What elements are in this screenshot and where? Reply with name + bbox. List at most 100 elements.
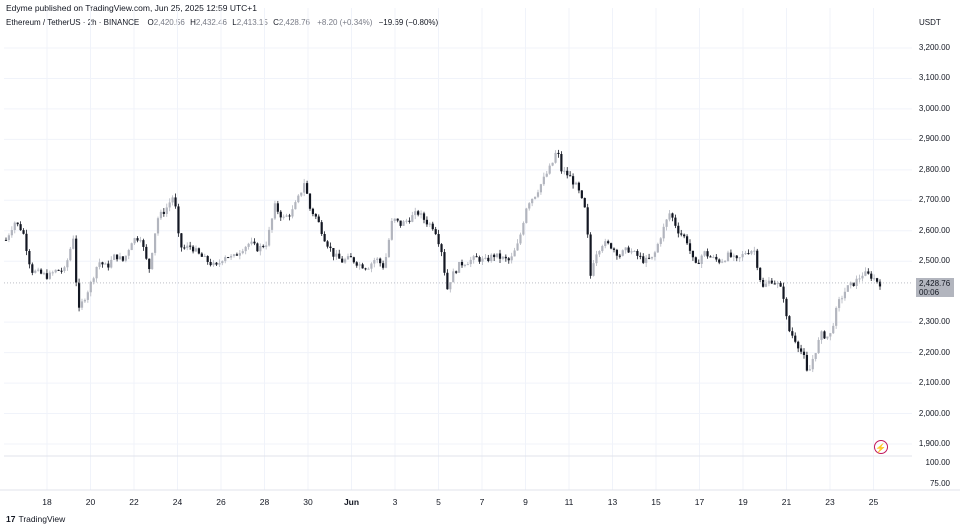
candle-body xyxy=(80,301,84,308)
candle-body xyxy=(545,173,548,177)
candle-body xyxy=(197,248,201,254)
candle-body xyxy=(7,235,11,240)
candle-body xyxy=(72,238,75,249)
price-tick-label: 2,300.00 xyxy=(918,317,950,327)
candle-body xyxy=(37,269,40,271)
candle-body xyxy=(849,282,852,286)
candle-body xyxy=(256,243,259,252)
ohlc-low-label: L xyxy=(232,18,237,27)
candle-body xyxy=(577,182,581,191)
candle-body xyxy=(305,183,309,194)
time-tick-label: 19 xyxy=(738,497,748,507)
candle-body xyxy=(215,262,218,265)
candle-body xyxy=(428,223,431,225)
candle-body xyxy=(291,209,294,217)
time-tick-label: Jun xyxy=(343,497,360,507)
candle-body xyxy=(422,213,426,220)
candle-body xyxy=(624,247,627,251)
candle-body xyxy=(592,263,595,276)
candle-body xyxy=(28,251,31,265)
candle-body xyxy=(267,229,271,246)
candle-body xyxy=(741,254,744,258)
candle-body xyxy=(633,250,636,252)
time-tick-label: 28 xyxy=(259,497,270,507)
time-tick-label: 22 xyxy=(129,497,139,507)
candle-body xyxy=(148,258,151,270)
candle-body xyxy=(481,258,484,262)
candle-body xyxy=(282,216,285,218)
candle-body xyxy=(452,271,455,283)
candle-body xyxy=(13,222,16,231)
tradingview-logo[interactable]: 17 TradingView xyxy=(6,514,65,524)
candle-body xyxy=(580,190,583,199)
candle-body xyxy=(276,203,279,212)
candle-body xyxy=(63,267,66,271)
price-tick-label: 2,600.00 xyxy=(918,225,950,235)
candle-body xyxy=(189,245,192,247)
price-tick-label: 3,100.00 xyxy=(918,73,950,83)
lightning-icon[interactable]: ⚡ xyxy=(874,440,888,454)
candle-body xyxy=(621,250,624,256)
candle-body xyxy=(718,259,721,263)
candle-body xyxy=(54,269,57,273)
candle-body xyxy=(554,152,557,163)
candle-body xyxy=(440,244,443,253)
currency-label: USDT xyxy=(919,18,941,27)
candle-body xyxy=(627,247,630,253)
candle-body xyxy=(843,291,847,299)
ohlc-change: +8.20 (+0.34%) xyxy=(317,18,373,27)
candle-body xyxy=(756,250,759,268)
price-tick-label: 2,100.00 xyxy=(918,378,950,388)
candle-body xyxy=(238,253,241,256)
candle-body xyxy=(358,264,361,266)
time-tick-label: 13 xyxy=(607,497,618,507)
candle-body xyxy=(31,264,34,273)
candle-body xyxy=(595,254,598,264)
candle-body xyxy=(425,219,429,225)
candle-body xyxy=(493,254,496,258)
candle-body xyxy=(177,206,180,234)
candle-body xyxy=(656,243,659,253)
candle-body xyxy=(25,233,28,252)
candle-body xyxy=(127,250,130,256)
candle-body xyxy=(463,264,467,266)
candle-body xyxy=(709,256,712,258)
candle-body xyxy=(66,260,69,268)
candle-body xyxy=(159,211,163,219)
candle-body xyxy=(604,241,607,247)
candle-body xyxy=(776,282,779,285)
ohlc-close-value: 2,428.76 xyxy=(278,18,310,27)
candle-body xyxy=(171,197,174,203)
candle-body xyxy=(469,259,472,265)
candle-body xyxy=(191,246,195,252)
candle-body xyxy=(16,222,19,225)
candle-body xyxy=(60,270,63,272)
candle-body xyxy=(69,248,72,261)
candle-body xyxy=(288,215,291,217)
candle-body xyxy=(636,250,639,256)
candle-body xyxy=(165,207,168,214)
candle-body xyxy=(662,226,665,239)
symbol-legend: Ethereum / TetherUS · 2h · BINANCE O2,42… xyxy=(6,18,438,27)
candle-body xyxy=(118,256,122,260)
candle-body xyxy=(528,203,531,209)
price-tick-label: 2,200.00 xyxy=(918,347,950,357)
candle-body xyxy=(326,241,329,247)
candle-body xyxy=(241,251,244,254)
candle-body xyxy=(168,202,171,208)
candle-body xyxy=(823,331,826,339)
candle-body xyxy=(361,264,364,269)
candle-body xyxy=(867,271,870,274)
candle-body xyxy=(115,254,119,260)
time-tick-label: 25 xyxy=(868,497,879,507)
candle-body xyxy=(478,257,481,262)
candle-body xyxy=(703,251,706,256)
candle-body xyxy=(434,229,437,235)
candle-body xyxy=(761,279,765,287)
candle-body xyxy=(294,202,297,210)
candle-body xyxy=(381,263,385,268)
candle-body xyxy=(145,246,148,259)
candle-body xyxy=(645,257,648,263)
candle-body xyxy=(133,238,136,244)
